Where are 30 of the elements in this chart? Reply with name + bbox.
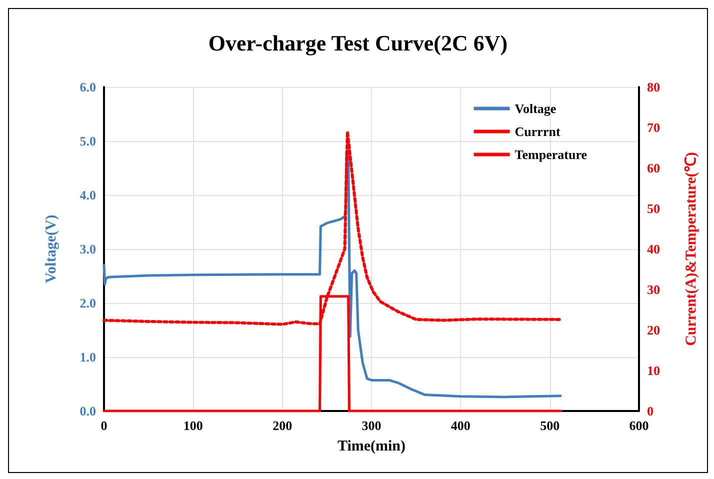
x-tick-label: 500 — [540, 418, 560, 433]
y2-tick-label: 20 — [647, 322, 660, 338]
y-tick-label: 1.0 — [80, 350, 96, 364]
y2-tick-label: 30 — [647, 282, 660, 297]
y-tick-label: 6.0 — [80, 80, 96, 94]
x-tick-label: 300 — [362, 418, 382, 433]
y2-tick-label: 0 — [647, 404, 654, 418]
y-tick-label: 4.0 — [80, 188, 96, 202]
y-tick-label: 0.0 — [80, 404, 96, 418]
y2-tick-label: 10 — [647, 363, 660, 378]
y2-axis-title: Current(A)&Temperature(℃) — [684, 152, 700, 346]
y-tick-label: 3.0 — [80, 242, 96, 256]
legend-label: Temperature — [514, 147, 588, 162]
y2-tick-label: 60 — [647, 160, 660, 176]
y-axis-title: Voltage(V) — [44, 214, 60, 284]
legend-label: Voltage — [514, 101, 556, 116]
x-tick-label: 400 — [450, 418, 470, 433]
legend-label: Currrnt — [514, 124, 561, 139]
x-tick-label: 600 — [629, 418, 649, 433]
y2-tick-label: 70 — [647, 120, 660, 135]
y2-tick-label: 40 — [647, 242, 660, 256]
y-tick-label: 2.0 — [80, 296, 96, 310]
x-tick-label: 200 — [272, 418, 292, 433]
y2-tick-label: 50 — [647, 201, 660, 216]
x-tick-label: 100 — [183, 418, 203, 433]
chart-title: Over-charge Test Curve(2C 6V) — [208, 30, 508, 56]
y-tick-label: 5.0 — [80, 134, 96, 148]
y2-tick-label: 80 — [647, 80, 660, 94]
x-tick-label: 0 — [100, 418, 108, 433]
x-axis-title: Time(min) — [337, 438, 406, 454]
